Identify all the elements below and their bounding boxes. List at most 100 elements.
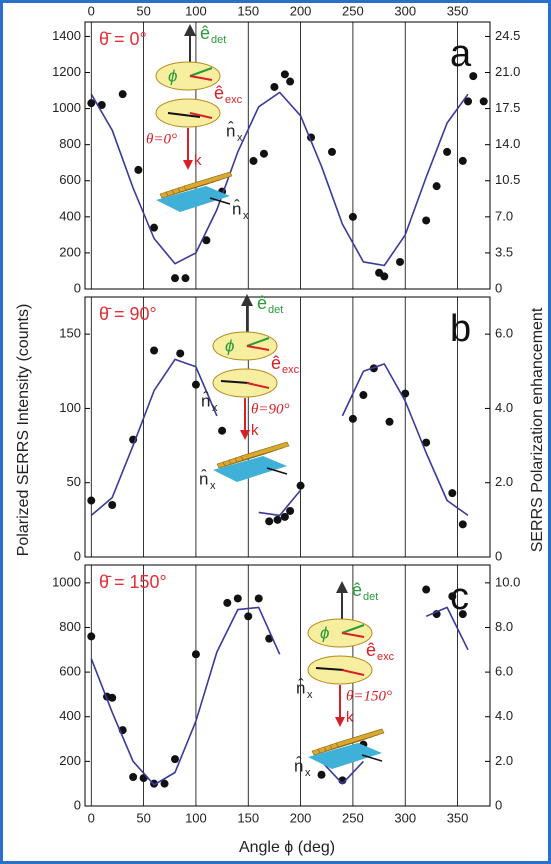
data-point [192, 381, 200, 389]
y-tick-label: 200 [59, 244, 81, 259]
data-point [192, 650, 200, 658]
x-tick-label: 200 [290, 810, 312, 825]
k-label: k [194, 152, 202, 169]
y-tick-label: 1200 [52, 64, 81, 79]
x-tick-label: 100 [185, 810, 207, 825]
n-hat: n̂ [201, 391, 210, 411]
data-point [386, 418, 394, 426]
x-tick-label: 250 [342, 810, 364, 825]
y2-axis-label: SERRS Polarization enhancement [529, 307, 546, 552]
y2-tick-label: 7.0 [495, 208, 513, 223]
y-tick-label: 400 [59, 708, 81, 723]
y2-tick-label: 14.0 [495, 136, 520, 151]
y-tick-label: 0 [74, 797, 81, 812]
data-point [349, 415, 357, 423]
panel-condition: θ̄ = 90° [99, 304, 157, 324]
y2-tick-label: 0 [495, 280, 502, 295]
e-det-sub: det [211, 34, 226, 46]
y-axis-label: Polarized SERRS Intensity (counts) [15, 304, 32, 557]
data-point [443, 148, 451, 156]
phi-label: ϕ [320, 623, 329, 642]
chart: Polarized SERRS Intensity (counts) SERRS… [0, 0, 551, 864]
y2-tick-label: 3.5 [495, 244, 513, 259]
data-point [318, 771, 326, 779]
n-sub: x [212, 402, 218, 414]
y-tick-label: 1000 [52, 574, 81, 589]
polarizer-bottom [156, 99, 220, 127]
data-point [349, 213, 357, 221]
data-point [223, 599, 231, 607]
frame [2, 2, 550, 863]
y2-tick-label: 4.0 [495, 400, 513, 415]
y-tick-label: 50 [67, 474, 81, 489]
k-label: k [251, 422, 259, 439]
y2-tick-label: 6.0 [495, 326, 513, 341]
data-point [328, 148, 336, 156]
data-point [422, 586, 430, 594]
y-tick-label: 1000 [52, 100, 81, 115]
x-tick-label: 350 [447, 3, 469, 18]
x-tick-label: 0 [88, 3, 95, 18]
data-point [87, 632, 95, 640]
y-tick-label: 150 [59, 326, 81, 341]
y2-tick-label: 24.5 [495, 28, 520, 43]
data-point [297, 482, 305, 490]
data-point [260, 150, 268, 158]
y2-tick-label: 8.0 [495, 619, 513, 634]
e-det-sub: det [268, 304, 283, 316]
panel-condition: θ̄ = 150° [99, 572, 167, 592]
k-label: k [346, 709, 354, 726]
phi-label: ϕ [225, 336, 234, 355]
y2-tick-label: 2.0 [495, 753, 513, 768]
data-point [448, 489, 456, 497]
x-tick-label: 300 [394, 810, 416, 825]
y-tick-label: 800 [59, 619, 81, 634]
data-point [480, 97, 488, 105]
n-hat-2: n̂ [294, 756, 303, 776]
data-point [433, 182, 441, 190]
x-tick-label: 0 [88, 810, 95, 825]
y2-tick-label: 0 [495, 797, 502, 812]
y-tick-label: 1400 [52, 28, 81, 43]
y-tick-label: 0 [74, 548, 81, 563]
data-point [249, 157, 257, 165]
n-hat-2: n̂ [232, 199, 241, 219]
theta-label: θ=0° [146, 131, 177, 147]
e-exc: ê [271, 353, 281, 373]
e-det-sub: det [363, 591, 378, 603]
e-exc-sub: exc [377, 651, 395, 663]
x-tick-label: 150 [237, 810, 259, 825]
panel-letter: b [450, 308, 471, 350]
data-point [119, 90, 127, 98]
data-point [171, 755, 179, 763]
x-tick-label: 100 [185, 3, 207, 18]
data-point [422, 216, 430, 224]
x-tick-label: 300 [394, 3, 416, 18]
panel-letter: c [450, 576, 469, 618]
data-point [244, 612, 252, 620]
y2-tick-label: 4.0 [495, 708, 513, 723]
x-tick-label: 150 [237, 3, 259, 18]
e-exc-sub: exc [225, 94, 243, 106]
y2-tick-label: 17.5 [495, 100, 520, 115]
x-tick-label: 50 [136, 3, 150, 18]
x-axis-label: Angle ϕ (deg) [239, 839, 335, 856]
data-point [270, 83, 278, 91]
data-point [286, 507, 294, 515]
y2-tick-label: 10.0 [495, 574, 520, 589]
data-point [129, 773, 137, 781]
y-tick-label: 200 [59, 753, 81, 768]
data-point [176, 349, 184, 357]
y2-tick-label: 21.0 [495, 64, 520, 79]
polarizer-top [308, 619, 372, 647]
theta-label: θ=90° [251, 401, 290, 417]
phi-label: ϕ [168, 66, 177, 85]
data-point [87, 497, 95, 505]
n-hat: n̂ [226, 121, 235, 141]
y2-tick-label: 2.0 [495, 474, 513, 489]
data-point [396, 258, 404, 266]
y-tick-label: 800 [59, 136, 81, 151]
n-hat: n̂ [296, 678, 305, 698]
e-det: ê [200, 23, 210, 43]
data-point [281, 70, 289, 78]
